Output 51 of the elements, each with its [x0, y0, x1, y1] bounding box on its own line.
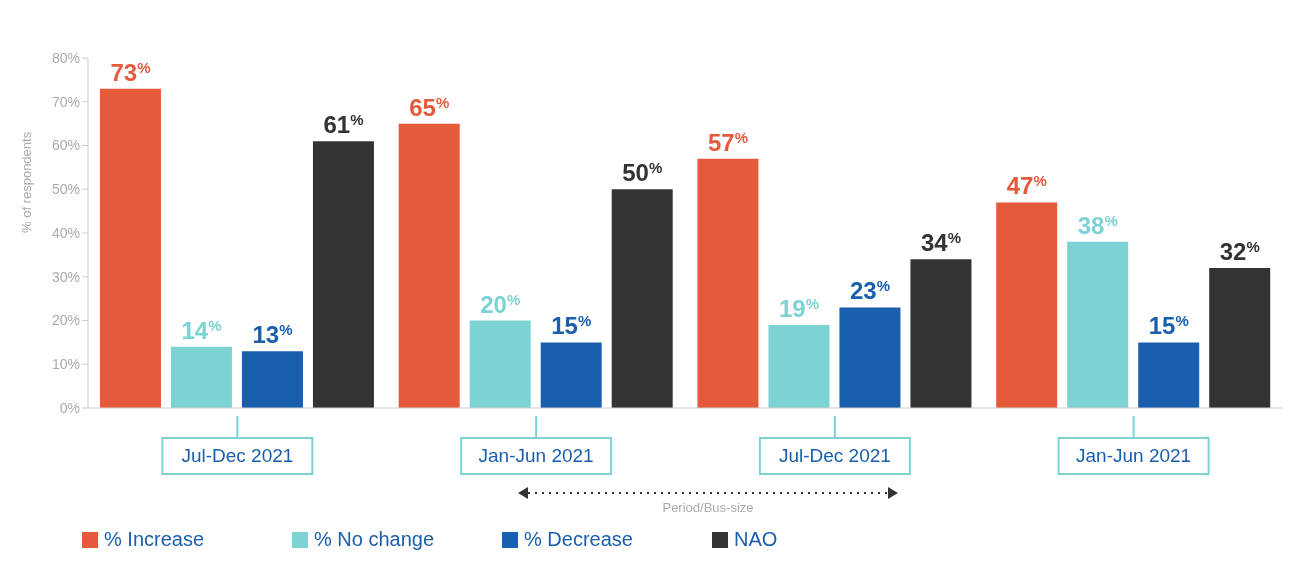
data-label: 20$^{%}$ [480, 290, 521, 318]
x-tick-label: Jan-Jun 2021 [478, 445, 594, 466]
data-label: 34$^{%}$ [920, 228, 961, 257]
data-label: 15$^{%}$ [1148, 311, 1189, 340]
x-tick-label: Jul-Dec 2021 [778, 445, 891, 466]
bar [910, 259, 972, 408]
bar [241, 351, 303, 408]
y-tick-label: 40% [51, 224, 80, 241]
bar [996, 202, 1058, 408]
data-label: 23$^{%}$ [849, 276, 890, 305]
bar [611, 189, 673, 408]
x-tick-label: Jan-Jun 2021 [1076, 445, 1192, 466]
bar [99, 88, 161, 408]
data-label: 50$^{%}$ [622, 158, 663, 187]
data-label: 15$^{%}$ [551, 311, 592, 340]
legend-label: % No change [314, 528, 435, 551]
bar [1138, 342, 1200, 408]
bar [170, 346, 232, 408]
y-tick-label: 10% [51, 356, 80, 373]
x-tick-label: Jul-Dec 2021 [181, 445, 294, 466]
bar [1209, 268, 1271, 408]
bar [768, 324, 830, 408]
data-label: 14$^{%}$ [181, 316, 222, 344]
y-tick-label: 0% [59, 399, 80, 416]
bar [398, 123, 460, 408]
y-tick-label: 30% [51, 268, 80, 285]
bar [1067, 241, 1129, 408]
bar [839, 307, 901, 408]
bar [312, 141, 374, 408]
bar [469, 320, 531, 408]
y-axis-title: % of respondents [18, 131, 34, 233]
data-label: 13$^{%}$ [252, 320, 293, 349]
legend-label: % Decrease [524, 528, 633, 551]
data-label: 65$^{%}$ [409, 93, 450, 121]
data-label: 47$^{%}$ [1006, 171, 1047, 200]
text: Period/Bus-size [661, 500, 755, 515]
y-tick-label: 60% [51, 137, 80, 154]
y-tick-label: 50% [51, 181, 80, 198]
legend-label: NAO [734, 528, 778, 551]
y-tick-label: 80% [51, 49, 80, 66]
y-tick-label: 70% [51, 93, 80, 110]
data-label: 38$^{%}$ [1077, 211, 1118, 239]
data-label: 57$^{%}$ [707, 128, 748, 156]
data-label: 61$^{%}$ [323, 110, 364, 139]
legend-label: % Increase [104, 528, 205, 551]
y-tick-label: 20% [51, 312, 80, 329]
data-label: 73$^{%}$ [110, 58, 151, 86]
bar [540, 342, 602, 408]
data-label: 19$^{%}$ [778, 294, 819, 322]
data-label: 32$^{%}$ [1219, 237, 1260, 265]
bar [697, 158, 759, 408]
